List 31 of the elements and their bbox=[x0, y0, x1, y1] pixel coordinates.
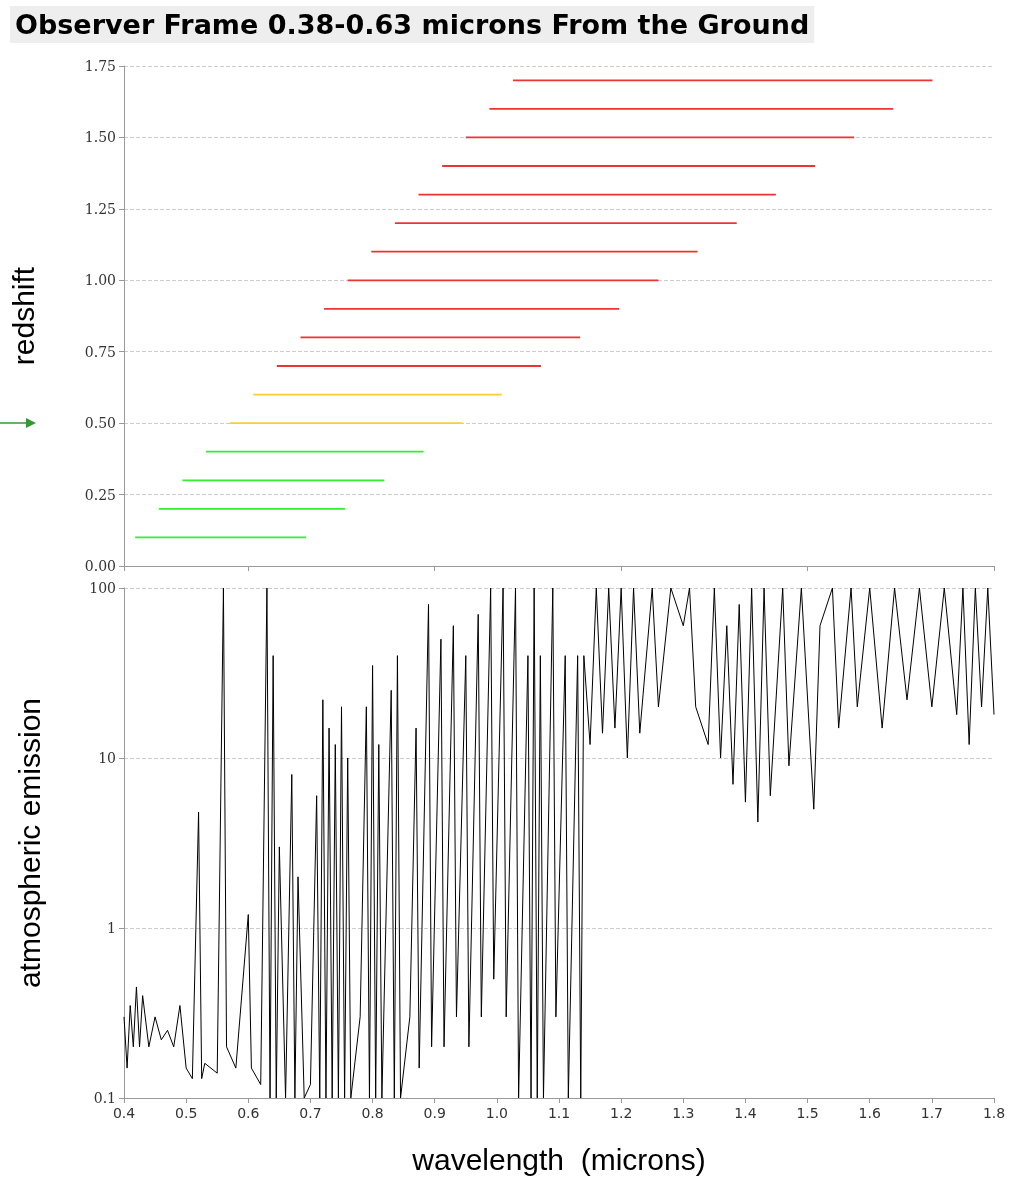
y-tick-label: 1.00 bbox=[84, 272, 116, 289]
y-tick-label: 1.75 bbox=[84, 58, 116, 74]
x-tick-label: 1.1 bbox=[547, 1105, 571, 1121]
y-tick-label: 10 bbox=[98, 750, 116, 766]
chart-title: Observer Frame 0.38-0.63 microns From the Ground bbox=[15, 9, 810, 40]
y-axis-title: redshift bbox=[6, 266, 40, 366]
y-tick-label: 1.25 bbox=[84, 200, 116, 217]
x-tick-label: 1.2 bbox=[610, 1105, 633, 1121]
y-axis-title: atmospheric emission bbox=[12, 697, 46, 989]
y-tick-label: 0.50 bbox=[84, 415, 116, 432]
x-tick-label: 1.8 bbox=[982, 1105, 1006, 1121]
x-tick-label: 0.9 bbox=[423, 1105, 446, 1121]
x-tick-label: 0.7 bbox=[299, 1105, 322, 1121]
y-tick-label: 0.00 bbox=[84, 558, 116, 574]
y-tick-label: 0.1 bbox=[93, 1090, 116, 1106]
y-tick-label: 100 bbox=[89, 580, 116, 596]
x-tick-label: 0.8 bbox=[361, 1105, 384, 1121]
x-tick-label: 1.5 bbox=[796, 1105, 819, 1121]
x-axis-title: wavelength (microns) bbox=[411, 1142, 706, 1176]
x-tick-label: 1.4 bbox=[734, 1105, 757, 1121]
y-tick-label: 0.25 bbox=[84, 486, 116, 503]
x-tick-label: 1.6 bbox=[858, 1105, 881, 1121]
x-tick-label: 0.4 bbox=[112, 1105, 136, 1121]
y-tick-label: 1 bbox=[107, 920, 116, 936]
x-tick-label: 1.3 bbox=[672, 1105, 695, 1121]
x-tick-label: 1.7 bbox=[920, 1105, 943, 1121]
x-tick-label: 1.0 bbox=[485, 1105, 508, 1121]
x-tick-label: 0.5 bbox=[175, 1105, 198, 1121]
y-tick-label: 0.75 bbox=[84, 343, 116, 360]
x-tick-label: 0.6 bbox=[237, 1105, 260, 1121]
y-tick-label: 1.50 bbox=[84, 129, 116, 146]
